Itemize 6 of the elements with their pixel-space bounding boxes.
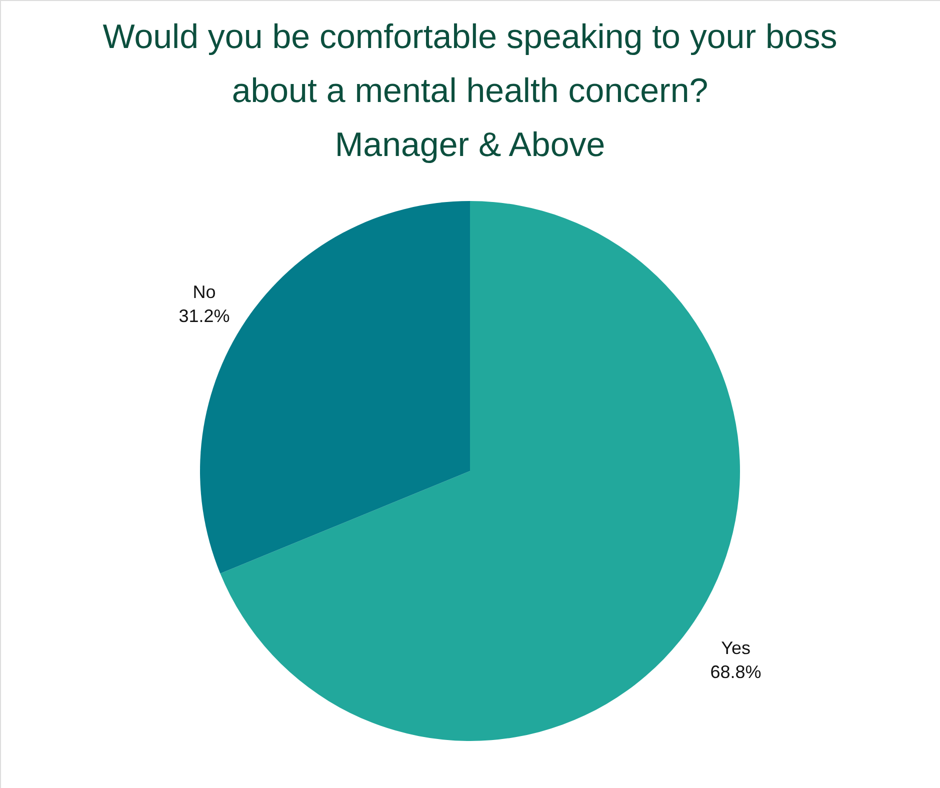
data-label: 68.8% — [710, 662, 762, 682]
slice-label: No — [192, 282, 216, 302]
data-label: 31.2% — [178, 306, 230, 326]
slice-label: Yes — [721, 638, 750, 658]
chart-subtitle: Manager & Above — [334, 126, 606, 164]
chart-title: Would you be comfortable speaking to your boss about a mental health concern? — [102, 18, 838, 110]
